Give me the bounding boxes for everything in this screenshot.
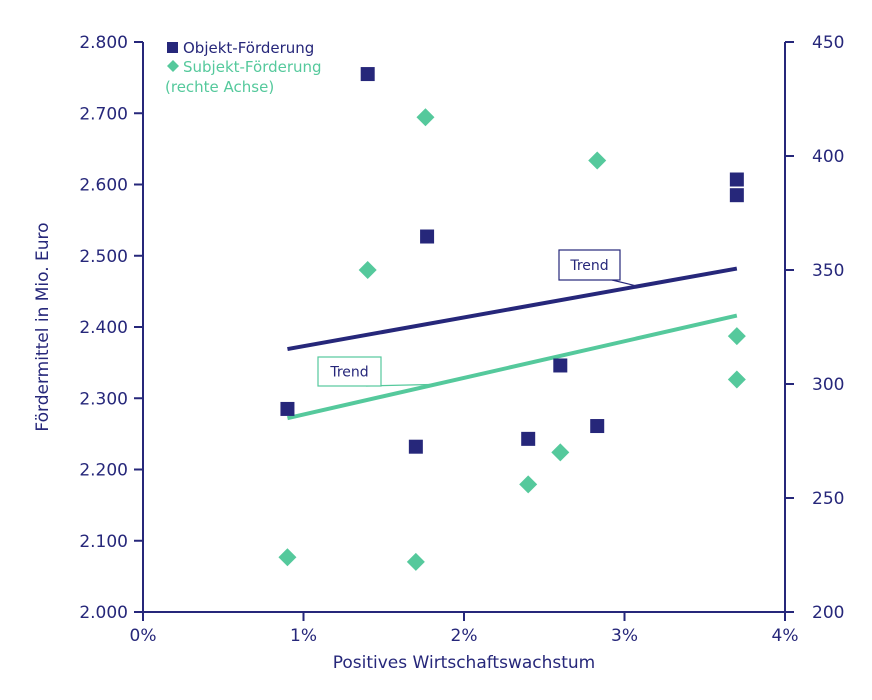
y-right-tick-label: 350 [812,261,844,281]
point-subjekt [519,475,538,494]
y-left-tick-label: 2.100 [79,532,128,552]
point-objekt [420,229,435,244]
trend-lines [287,266,738,421]
point-subjekt [406,552,425,571]
y-right-tick-label: 200 [812,603,844,623]
y-left-tick-label: 2.000 [79,603,128,623]
x-tick-label: 4% [772,626,799,646]
point-subjekt [416,108,435,127]
x-tick-label: 3% [611,626,638,646]
y-right-tick-label: 300 [812,375,844,395]
callout-box [317,356,382,387]
point-subjekt [727,370,746,389]
y-left-tick-label: 2.700 [79,104,128,124]
data-points [278,67,746,571]
y-left-tick-label: 2.400 [79,318,128,338]
callout-leader [611,279,639,287]
point-subjekt [358,261,377,279]
point-objekt [408,439,423,454]
legend-label-subjekt: Subjekt-Förderung [183,58,322,76]
legend-marker-objekt [167,42,178,53]
x-tick-label: 2% [451,626,478,646]
point-objekt [729,172,744,187]
point-objekt [590,419,605,434]
y-right-tick-label: 450 [812,33,844,53]
y-right-tick-label: 400 [812,147,844,167]
y-left-tick-label: 2.500 [79,247,128,267]
y-left-tick-label: 2.200 [79,461,128,481]
point-objekt [360,67,375,82]
legend-label-subjekt-note: (rechte Achse) [165,78,274,96]
trend-line-subjekt [287,313,738,421]
callout-box [558,249,621,281]
point-subjekt [727,327,746,346]
callout-label: Trend [329,365,368,381]
legend: Objekt-Förderung Subjekt-Förderung (rech… [165,39,322,96]
y-axis-label: Fördermittel in Mio. Euro [33,222,53,431]
point-subjekt [278,548,297,567]
trend-callout: Trend [317,356,436,387]
callout-label: Trend [569,258,608,274]
point-objekt [280,401,295,416]
axes: 2.000 2.100 2.200 2.300 2.400 2.500 2.600 2.700… [79,33,844,646]
point-objekt [553,358,568,373]
point-subjekt [588,151,607,170]
trend-line-objekt [287,266,738,352]
x-axis-label: Positives Wirtschaftswachstum [333,653,596,673]
x-tick-label: 1% [290,626,317,646]
point-objekt [729,188,744,203]
legend-label-objekt: Objekt-Förderung [183,39,314,57]
y-left-tick-label: 2.800 [79,33,128,53]
point-objekt [521,431,536,446]
point-subjekt [551,443,570,462]
x-tick-label: 0% [130,626,157,646]
y-left-tick-label: 2.300 [79,389,128,409]
trend-annotations: Trend Trend [317,249,639,387]
y-right-tick-label: 250 [812,489,844,509]
legend-marker-subjekt [167,60,179,72]
trend-callout: Trend [558,249,639,287]
y-left-tick-label: 2.600 [79,176,128,196]
